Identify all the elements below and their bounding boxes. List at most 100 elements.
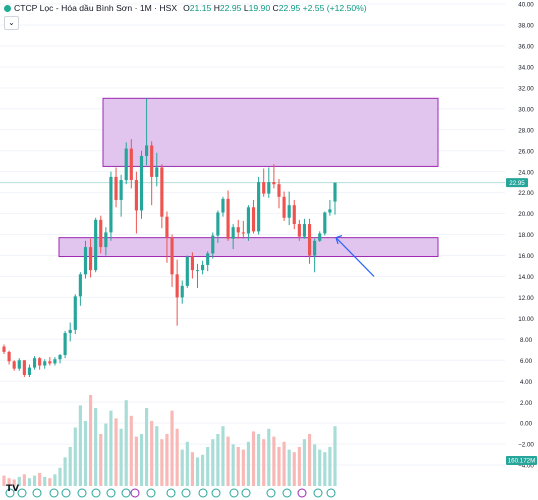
candle-body (231, 227, 235, 239)
axis-tick-label: 24.00 (518, 169, 534, 176)
supply-demand-zones (58, 97, 439, 258)
event-marker-icon (121, 488, 131, 498)
event-marker-icon (77, 488, 87, 498)
candle-body (63, 333, 67, 356)
axis-tick-label: 40.00 (518, 2, 534, 9)
change-value: +2.55 (+12.50%) (302, 3, 367, 13)
volume-bar (195, 457, 200, 486)
event-marker-icon (5, 488, 15, 498)
event-marker-icon (181, 488, 191, 498)
volume-bar (32, 475, 37, 486)
candle-body (12, 361, 16, 369)
candle-body (195, 270, 200, 272)
volume-bar (22, 474, 26, 486)
candle-body (139, 155, 144, 211)
candle-body (307, 224, 312, 256)
volume-bar (323, 452, 327, 486)
candle-body (251, 207, 256, 232)
candlesticks (2, 98, 337, 378)
candle-body (73, 296, 77, 330)
volume-bar (231, 444, 235, 486)
open-label: O (183, 3, 190, 13)
candle-body (236, 227, 240, 233)
candle-body (145, 145, 149, 156)
axis-tick-label: 0.00 (520, 421, 533, 428)
market-status-icon (4, 5, 11, 12)
volume-bar (114, 418, 118, 486)
axis-tick-label: 20.00 (518, 211, 534, 218)
candle-body (313, 240, 317, 256)
axis-tick-label: 8.00 (520, 337, 533, 344)
volume-bar (48, 478, 52, 486)
event-marker-icon (61, 488, 71, 498)
candle-body (58, 355, 62, 360)
high-value: 22.95 (219, 3, 242, 13)
candle-body (318, 233, 322, 241)
volume-bar (58, 467, 62, 486)
event-marker-icon (32, 488, 42, 498)
volume-bar (267, 428, 271, 486)
volume-bar (53, 474, 57, 486)
volume-bar (170, 410, 174, 486)
volume-bar (313, 444, 317, 486)
volume-bar (246, 441, 251, 486)
volume-bar (88, 395, 93, 486)
volume-bar (201, 454, 205, 486)
axis-tick-label: −4.00 (518, 463, 534, 470)
event-marker-icon (198, 488, 208, 498)
volume-tag-label: 160.172M (508, 458, 536, 465)
candle-body (150, 145, 154, 177)
volume-bar (216, 434, 220, 486)
axis-tick-label: 22.00 (518, 190, 534, 197)
candle-body (216, 212, 220, 236)
collapse-legend-button[interactable]: ⌄ (4, 16, 19, 30)
candle-body (201, 264, 205, 271)
axis-tick-label: 36.00 (518, 44, 534, 51)
candle-body (129, 148, 133, 181)
event-marker-icon (49, 488, 59, 498)
volume-bar (38, 473, 42, 486)
candle-body (68, 329, 72, 334)
low-label: L (243, 3, 249, 13)
candle-body (302, 224, 307, 237)
axis-tick-label: 26.00 (518, 148, 534, 155)
volume-bar (43, 476, 47, 486)
volume-bars (2, 395, 337, 486)
axis-background (505, 0, 538, 500)
dividend-event-markers[interactable] (5, 488, 336, 498)
volume-bar (262, 439, 266, 486)
volume-bar (297, 447, 301, 486)
event-marker-icon (313, 488, 323, 498)
volume-bar (124, 400, 128, 486)
event-marker-icon (146, 488, 156, 498)
volume-bar (12, 479, 16, 486)
event-marker-icon (130, 488, 140, 498)
candle-body (241, 232, 245, 234)
legend-header: CTCP Lọc - Hóa dầu Bình Sơn · 1M · HSX O 2… (4, 3, 367, 13)
trend-arrow[interactable] (335, 235, 375, 277)
candle-body (7, 351, 11, 362)
volume-bar (17, 476, 21, 486)
candle-body (124, 148, 128, 181)
volume-bar (318, 449, 322, 486)
volume-bar (83, 421, 88, 486)
volume-bar (94, 408, 98, 486)
volume-bar (63, 457, 67, 486)
low-value: 19.90 (248, 3, 271, 13)
event-marker-icon (91, 488, 101, 498)
candle-body (287, 205, 291, 218)
candle-body (48, 361, 52, 364)
candle-body (262, 182, 266, 194)
event-marker-icon (166, 488, 176, 498)
volume-bar (236, 447, 240, 486)
event-marker-icon (106, 488, 116, 498)
candle-body (246, 207, 251, 234)
volume-bar (145, 408, 149, 486)
candle-body (32, 358, 37, 368)
candle-body (83, 247, 88, 275)
volume-bar (109, 410, 113, 486)
symbol-title[interactable]: CTCP Lọc - Hóa dầu Bình Sơn · 1M · HSX (14, 3, 178, 13)
axis-tick-label: 6.00 (520, 358, 533, 365)
price-axis[interactable]: 40.00 38.00 36.00 34.00 32.00 30.00 28.00 26.00… (505, 0, 538, 500)
